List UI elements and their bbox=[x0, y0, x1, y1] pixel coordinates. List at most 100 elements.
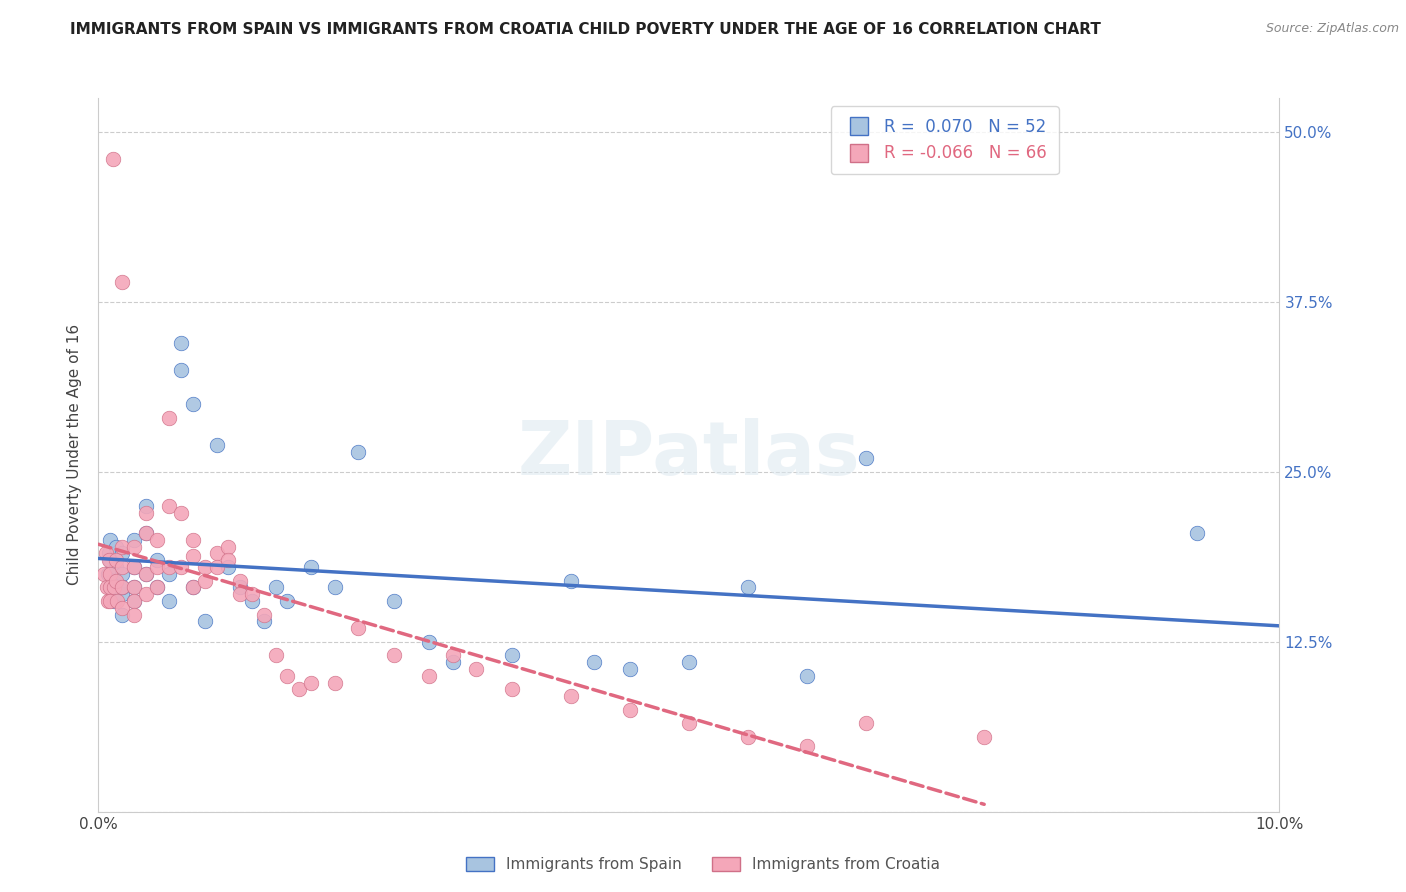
Point bbox=[299, 560, 322, 574]
Point bbox=[583, 655, 606, 669]
Point bbox=[264, 581, 287, 595]
Point bbox=[181, 533, 204, 547]
Point bbox=[181, 549, 204, 564]
Point bbox=[135, 526, 157, 541]
Point bbox=[560, 574, 582, 588]
Point bbox=[276, 669, 298, 683]
Point bbox=[135, 526, 157, 541]
Point bbox=[98, 581, 121, 595]
Point bbox=[157, 560, 180, 574]
Point bbox=[98, 594, 121, 608]
Point bbox=[465, 662, 488, 676]
Point bbox=[737, 730, 759, 744]
Point bbox=[264, 648, 287, 663]
Point bbox=[501, 682, 523, 697]
Point bbox=[98, 566, 121, 581]
Point bbox=[135, 506, 157, 520]
Point bbox=[418, 669, 440, 683]
Point bbox=[111, 581, 134, 595]
Y-axis label: Child Poverty Under the Age of 16: Child Poverty Under the Age of 16 bbox=[67, 325, 83, 585]
Legend: Immigrants from Spain, Immigrants from Croatia: Immigrants from Spain, Immigrants from C… bbox=[458, 849, 948, 880]
Point bbox=[170, 335, 193, 350]
Point bbox=[288, 682, 311, 697]
Point bbox=[973, 730, 995, 744]
Point bbox=[194, 615, 217, 629]
Point bbox=[105, 574, 128, 588]
Point bbox=[194, 574, 217, 588]
Point bbox=[157, 566, 180, 581]
Point bbox=[855, 716, 877, 731]
Point bbox=[253, 615, 276, 629]
Point bbox=[157, 499, 180, 513]
Point bbox=[111, 560, 134, 574]
Point bbox=[170, 363, 193, 377]
Point bbox=[382, 648, 405, 663]
Text: IMMIGRANTS FROM SPAIN VS IMMIGRANTS FROM CROATIA CHILD POVERTY UNDER THE AGE OF : IMMIGRANTS FROM SPAIN VS IMMIGRANTS FROM… bbox=[70, 22, 1101, 37]
Point bbox=[229, 587, 252, 601]
Point bbox=[97, 566, 120, 581]
Point bbox=[157, 594, 180, 608]
Point bbox=[299, 675, 322, 690]
Point bbox=[93, 566, 115, 581]
Point bbox=[122, 594, 145, 608]
Point bbox=[122, 581, 145, 595]
Point bbox=[217, 540, 239, 554]
Point bbox=[103, 594, 125, 608]
Point bbox=[98, 546, 121, 560]
Point bbox=[111, 566, 134, 581]
Point bbox=[111, 600, 134, 615]
Point bbox=[441, 655, 464, 669]
Point bbox=[619, 703, 641, 717]
Point bbox=[111, 275, 134, 289]
Point bbox=[205, 546, 228, 560]
Point bbox=[855, 451, 877, 466]
Point bbox=[146, 553, 169, 567]
Point bbox=[98, 553, 121, 567]
Point bbox=[146, 581, 169, 595]
Point bbox=[229, 574, 252, 588]
Point bbox=[146, 533, 169, 547]
Point bbox=[111, 587, 134, 601]
Text: Source: ZipAtlas.com: Source: ZipAtlas.com bbox=[1265, 22, 1399, 36]
Point bbox=[678, 655, 700, 669]
Point bbox=[217, 553, 239, 567]
Point bbox=[181, 581, 204, 595]
Point bbox=[146, 560, 169, 574]
Point bbox=[135, 566, 157, 581]
Point bbox=[122, 540, 145, 554]
Point bbox=[323, 581, 346, 595]
Point bbox=[217, 560, 239, 574]
Point bbox=[240, 587, 263, 601]
Point bbox=[111, 581, 134, 595]
Point bbox=[135, 566, 157, 581]
Point bbox=[678, 716, 700, 731]
Point bbox=[122, 581, 145, 595]
Point bbox=[101, 574, 124, 588]
Point bbox=[98, 553, 121, 567]
Point bbox=[501, 648, 523, 663]
Point bbox=[122, 533, 145, 547]
Point bbox=[122, 594, 145, 608]
Point bbox=[240, 594, 263, 608]
Point bbox=[105, 594, 128, 608]
Point bbox=[170, 560, 193, 574]
Point bbox=[441, 648, 464, 663]
Point bbox=[105, 553, 128, 567]
Point bbox=[111, 546, 134, 560]
Point bbox=[96, 581, 118, 595]
Point bbox=[194, 560, 217, 574]
Point bbox=[103, 581, 125, 595]
Point bbox=[135, 587, 157, 601]
Point bbox=[276, 594, 298, 608]
Point bbox=[122, 607, 145, 622]
Point bbox=[111, 607, 134, 622]
Point bbox=[560, 689, 582, 703]
Point bbox=[105, 560, 128, 574]
Point bbox=[105, 540, 128, 554]
Point bbox=[122, 560, 145, 574]
Point bbox=[1185, 526, 1208, 541]
Point bbox=[181, 397, 204, 411]
Point bbox=[382, 594, 405, 608]
Point bbox=[157, 410, 180, 425]
Point bbox=[796, 739, 818, 754]
